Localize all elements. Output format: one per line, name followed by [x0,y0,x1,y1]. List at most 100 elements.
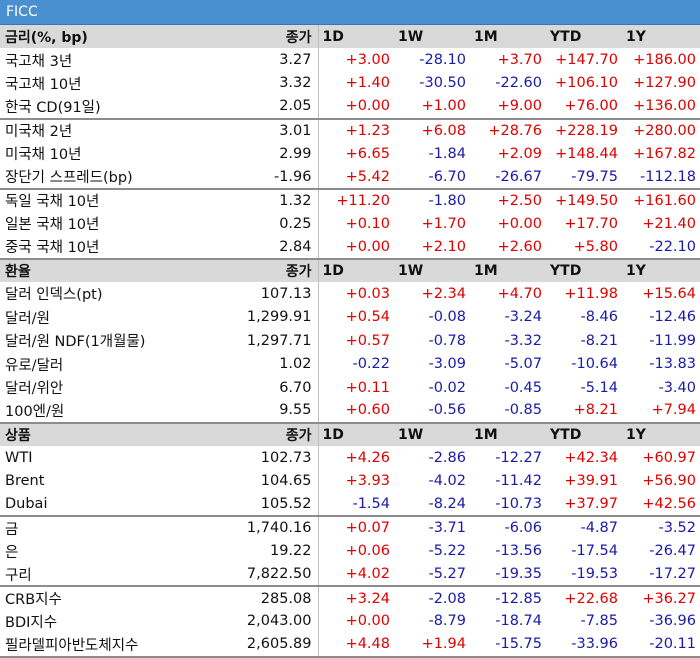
instrument-name: 한국 CD(91일) [5,99,101,116]
change-value: +161.60 [622,187,700,213]
table-row: 독일 국채 10년 1.32 +11.20 -1.80 +2.50 +149.50 +161… [0,187,700,213]
instrument-name: 달러 인덱스(pt) [5,287,103,304]
change-value: -26.67 [495,168,542,185]
table-row: 달러/원 NDF(1개월물) 1,297.71 +0.57 -0.78 -3.32 -8.… [0,329,700,353]
close-value: 102.73 [210,446,319,470]
change-value: +21.40 [642,215,696,232]
change-value: -4.02 [428,473,466,490]
table-row: 중국 국채 10년 2.84 +0.00 +2.10 +2.60 +5.80 -22.10 [0,235,700,259]
close-value: 2.99 [210,141,319,166]
change-value: -22.10 [649,238,696,255]
section-header-row: 환율 종가 1D 1W 1M YTD 1Y [0,257,700,283]
change-value: -8.46 [580,309,618,326]
change-value: -33.96 [546,633,622,658]
instrument-name: 달러/위안 [5,381,64,398]
change-value: -0.02 [428,379,466,396]
change-value: +37.97 [564,496,618,512]
change-value: +2.50 [470,187,546,213]
close-value: 1.02 [210,352,319,376]
close-value: 19.22 [210,539,319,563]
section-header-row: 금리(%, bp) 종가 1D 1W 1M YTD 1Y [0,25,700,49]
table-row: CRB지수 285.08 +3.24 -2.08 -12.85 +22.68 +36.27 [0,585,700,610]
change-value: +3.24 [318,585,394,610]
change-value: +1.70 [421,215,466,232]
change-value: -12.27 [495,449,542,466]
section-title: 환율 [0,257,210,283]
close-value: 2,605.89 [210,633,319,658]
period-column-header: 1D [318,25,394,49]
period-column-header: 1D [318,421,394,447]
change-value: -5.07 [504,356,542,373]
section-header-row: 상품 종가 1D 1W 1M YTD 1Y [0,421,700,447]
change-value: +0.60 [345,402,390,419]
change-value: +0.54 [345,309,390,326]
table-row: 구리 7,822.50 +4.02 -5.27 -19.35 -19.53 -17.27 [0,562,700,587]
close-column-header: 종가 [210,257,319,283]
change-value: +1.00 [421,98,466,115]
close-value: 1,740.16 [210,515,319,540]
instrument-name: CRB지수 [0,585,210,610]
change-value: +4.26 [345,449,390,466]
change-value: +186.00 [633,52,696,69]
change-value: -3.09 [428,356,466,373]
change-value: +56.90 [642,473,696,490]
change-value: +0.07 [318,515,394,540]
change-value: -5.27 [428,566,466,583]
change-value: +0.00 [497,215,542,232]
table-row: 국고채 10년 3.32 +1.40 -30.50 -22.60 +106.10 +127.… [0,71,700,96]
change-value: +0.11 [345,379,390,396]
change-value: +2.34 [421,285,466,302]
change-value: -12.85 [470,585,546,610]
change-value: -3.52 [622,515,700,540]
change-value: +5.42 [345,168,390,185]
change-value: +0.00 [345,98,390,115]
instrument-name: 구리 [5,567,32,584]
change-value: +147.70 [555,52,618,69]
table-row: 필라델피아반도체지수 2,605.89 +4.48 +1.94 -15.75 -33.96… [0,633,700,658]
change-value: -18.74 [495,613,542,630]
section-title: 금리(%, bp) [0,25,210,49]
change-value: -26.47 [649,543,696,560]
close-value: 3.01 [210,117,319,142]
table-row: 유로/달러 1.02 -0.22 -3.09 -5.07 -10.64 -13.83 [0,352,700,376]
change-value: -3.40 [658,379,696,396]
close-value: 2,043.00 [210,609,319,634]
change-value: +0.03 [345,285,390,302]
change-value: +6.65 [345,145,390,162]
period-column-header: 1M [470,257,546,283]
change-value: -0.56 [428,402,466,419]
change-value: -11.42 [495,473,542,490]
table-row: WTI 102.73 +4.26 -2.86 -12.27 +42.34 +60.97 [0,446,700,470]
change-value: +2.60 [497,238,542,255]
close-value: 6.70 [210,375,319,400]
change-value: +36.27 [622,585,700,610]
period-column-header: YTD [546,257,622,283]
close-value: 1,299.91 [210,305,319,330]
change-value: -5.22 [428,543,466,560]
change-value: -10.64 [571,356,618,373]
close-column-header: 종가 [210,421,319,447]
market-table: 금리(%, bp) 종가 1D 1W 1M YTD 1Y 국고채 3년 3.27 +3.00 -28… [0,25,700,658]
change-value: +11.20 [318,187,394,213]
instrument-name: 국고채 10년 [5,76,82,93]
change-value: -5.14 [580,379,618,396]
change-value: +149.50 [546,187,622,213]
change-value: -17.54 [571,543,618,560]
change-value: -2.86 [428,449,466,466]
table-row: 한국 CD(91일) 2.05 +0.00 +1.00 +9.00 +76.00 +136.… [0,95,700,119]
change-value: +280.00 [622,117,700,142]
change-value: -1.84 [428,145,466,162]
panel-title: FICC [0,0,700,25]
period-column-header: YTD [546,421,622,447]
close-column-header: 종가 [210,25,319,49]
change-value: +0.10 [345,215,390,232]
change-value: +42.34 [564,449,618,466]
instrument-name: 유로/달러 [5,357,64,374]
period-column-header: 1W [394,25,470,49]
change-value: +22.68 [546,585,622,610]
change-value: +1.40 [345,75,390,92]
change-value: +6.08 [394,117,470,142]
change-value: -20.11 [622,633,700,658]
change-value: +11.98 [564,285,618,302]
